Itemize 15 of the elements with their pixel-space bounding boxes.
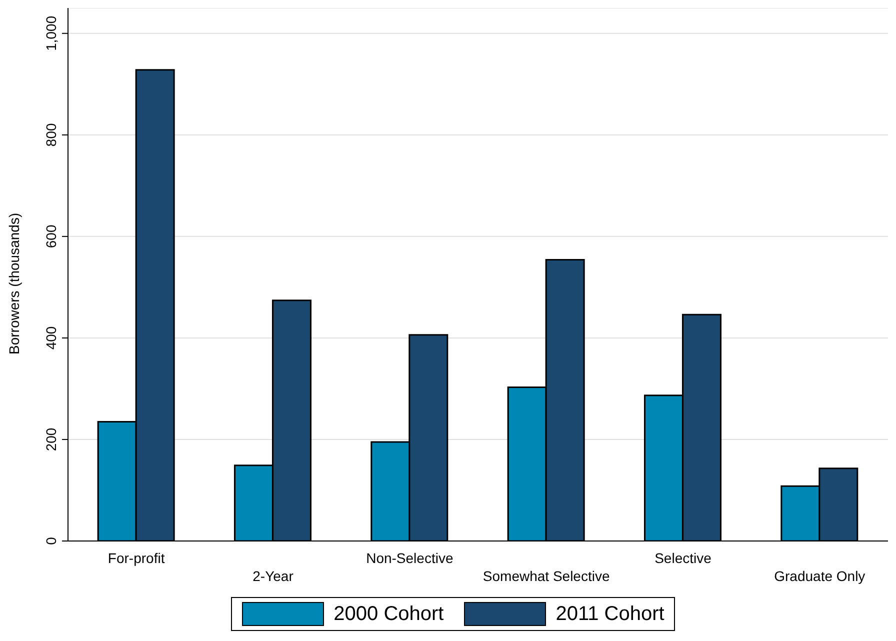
y-tick-label: 800 [43,123,59,147]
x-tick-label: Selective [654,550,712,566]
y-tick-label: 200 [43,428,59,452]
x-tick-label: Non-Selective [366,550,454,566]
x-tick-label: Somewhat Selective [482,568,610,584]
x-tick-label: Graduate Only [774,568,866,584]
y-tick-label: 1,000 [43,16,59,51]
legend-label: 2011 Cohort [556,602,664,626]
y-tick-label: 600 [43,224,59,248]
y-tick-label: 400 [43,326,59,350]
y-axis-title: Borrowers (thousands) [6,212,22,354]
x-tick-label: 2-Year [252,568,294,584]
x-tick-label: For-profit [108,550,165,566]
y-tick-label: 0 [43,536,59,545]
legend-label: 2000 Cohort [334,602,444,626]
